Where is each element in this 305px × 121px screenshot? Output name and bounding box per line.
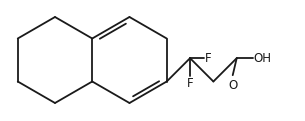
Text: OH: OH bbox=[254, 52, 272, 65]
Text: O: O bbox=[228, 79, 237, 92]
Text: F: F bbox=[205, 52, 212, 65]
Text: F: F bbox=[187, 77, 193, 90]
